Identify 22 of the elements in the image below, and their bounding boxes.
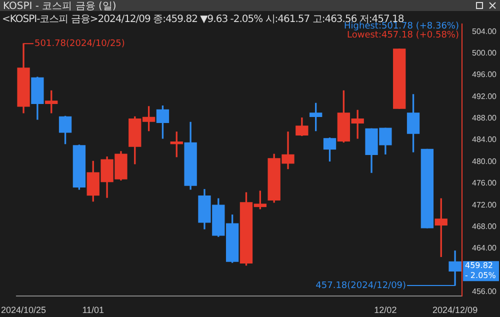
y-tick-label: 472.00 — [472, 200, 498, 210]
y-tick-label: 492.00 — [472, 92, 498, 101]
y-tick-label: 476.00 — [472, 178, 498, 188]
chart-title: KOSPI - 코스피 금융 (일) — [3, 0, 116, 13]
y-tick-label: 484.00 — [472, 135, 498, 144]
y-tick-label: 500.00 — [472, 48, 498, 58]
annotation: 457.18(2024/12/09) — [316, 280, 406, 291]
x-tick-label: 2024/10/25 — [1, 305, 46, 316]
x-tick-label: 11/01 — [82, 305, 104, 316]
annotation: Highest:501.78 (+8.36%) — [344, 21, 459, 32]
y-tick-label: 488.00 — [472, 114, 498, 123]
y-tick-label: 480.00 — [472, 156, 498, 166]
x-tick-label: 2024/12/09 — [432, 305, 478, 316]
y-tick-label: 468.00 — [472, 222, 498, 231]
y-tick-label: 496.00 — [472, 70, 498, 80]
y-tick-label: 504.00 — [472, 26, 498, 36]
x-tick-label: 12/02 — [374, 305, 397, 316]
text: 459.82 - 2.05% — [465, 261, 496, 280]
y-tick-label: 464.00 — [472, 244, 498, 253]
y-tick-label: 456.00 — [472, 287, 498, 296]
annotation: 501.78(2024/10/25) — [34, 38, 125, 49]
annotation: Lowest:457.18 (+0.58%) — [346, 30, 459, 40]
